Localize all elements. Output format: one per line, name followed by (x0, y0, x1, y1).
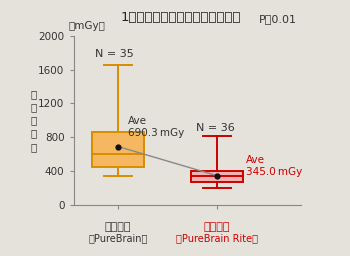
Bar (191, 172, 243, 182)
Text: N = 35: N = 35 (95, 49, 133, 59)
Text: N = 36: N = 36 (196, 123, 234, 133)
Text: Ave
345.0 mGy: Ave 345.0 mGy (246, 155, 302, 177)
Text: Ave
690.3 mGy: Ave 690.3 mGy (128, 116, 184, 138)
Text: （PureBrain Rite）: （PureBrain Rite） (176, 233, 258, 243)
Text: 1検査における総入射線量の比較: 1検査における総入射線量の比較 (120, 11, 241, 24)
Text: （PureBrain）: （PureBrain） (88, 233, 148, 243)
Bar (92, 132, 144, 167)
Text: P＜0.01: P＜0.01 (258, 14, 296, 24)
Text: （mGy）: （mGy） (69, 21, 106, 31)
Text: 従来装置: 従来装置 (105, 222, 131, 232)
Text: 最新装置: 最新装置 (204, 222, 230, 232)
Text: 総
入
射
線
量: 総 入 射 線 量 (30, 89, 37, 152)
